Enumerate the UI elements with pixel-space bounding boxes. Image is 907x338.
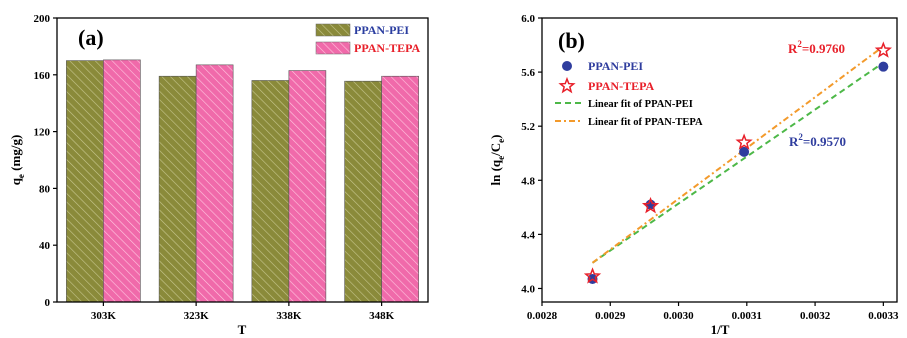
x-tick-label: 348K [369, 310, 395, 322]
plot-frame [541, 17, 898, 303]
y-tick-label: 200 [34, 13, 51, 25]
fit-line-linear-fit-of-ppan-pei [591, 61, 884, 264]
y-tick-label: 120 [34, 127, 51, 139]
y-axis-label: qe (mg/g) [8, 135, 26, 186]
x-axis-label: 1/T [711, 322, 730, 337]
legend-label-pei-fit: Linear fit of PPAN-PEI [588, 99, 693, 110]
y-tick-label: 160 [34, 70, 51, 82]
bar-ppan-pei-348k [344, 80, 382, 303]
legend-marker-star [558, 76, 576, 94]
y-axis-label-main: q [8, 177, 23, 185]
legend-label-tepa-fit: Linear fit of PPAN-TEPA [588, 117, 703, 128]
legend-swatch-ppan-tepa [315, 41, 351, 55]
bar-ppan-pei-338k [251, 80, 290, 303]
x-tick-label: 0.0032 [800, 310, 831, 322]
y-tick-label: 4.0 [521, 283, 535, 295]
y-tick-label: 5.2 [521, 121, 535, 133]
r2-tepa-sup: 2 [797, 39, 802, 49]
y-tick-label: 40 [39, 240, 51, 252]
r2-pei-main: R [789, 134, 799, 149]
y-axis-ticks: 4.0 4.4 4.8 5.2 5.6 6.0 [521, 13, 542, 295]
x-tick-label: 0.0031 [732, 310, 762, 322]
point-ppan-pei [739, 146, 750, 157]
x-axis-ticks: 0.0028 0.0029 0.0030 0.0031 0.0032 0.0033 [527, 302, 899, 322]
y-tick-label: 4.8 [521, 175, 535, 187]
fit-lines [591, 45, 884, 264]
point-ppan-tepa [583, 267, 602, 284]
x-tick-label: 338K [276, 310, 302, 322]
y-tick-label: 80 [39, 183, 51, 195]
y-axis-label-part1: ln (q [488, 159, 503, 185]
panel-label: (a) [78, 25, 104, 50]
bar-ppan-tepa-303k [103, 59, 141, 303]
bars [66, 59, 419, 303]
y-axis-label-part2: /C [488, 143, 503, 157]
bar-ppan-tepa-348k [381, 75, 419, 303]
r2-tepa-main: R [788, 41, 798, 56]
y-axis-label: ln (qe/Ce) [488, 135, 506, 186]
bar-ppan-tepa-338k [288, 70, 327, 303]
scatter-chart-panel: 4.04.44.85.25.66.0 0.0028 0.0029 0.0030 0.0… [488, 13, 899, 337]
legend-swatch-ppan-pei [315, 23, 351, 37]
r-squared-tepa: R2=0.9760 [788, 39, 845, 56]
legend-label-ppan-pei: PPAN-PEI [588, 59, 643, 73]
y-axis-label-part3: ) [488, 135, 503, 139]
legend: PPAN-PEI PPAN-TEPA [315, 23, 421, 55]
point-ppan-tepa [641, 196, 660, 214]
fit-line-linear-fit-of-ppan-tepa [591, 45, 884, 264]
x-tick-label: 323K [184, 310, 210, 322]
y-axis-label-unit: (mg/g) [8, 135, 23, 174]
y-tick-label: 5.6 [521, 67, 535, 79]
legend-label-ppan-tepa: PPAN-TEPA [588, 79, 655, 93]
y-axis-label-sub2: e [496, 139, 506, 143]
plot-frame [56, 17, 429, 303]
bar-ppan-tepa-323k [195, 64, 234, 303]
y-axis-ticks: 0 40 80 120 160 200 [34, 13, 57, 309]
r2-pei-sup: 2 [798, 132, 803, 142]
data-points [583, 41, 892, 285]
y-tick-label: 4.4 [521, 229, 535, 241]
r-squared-pei: R2=0.9570 [789, 132, 846, 149]
bar-chart-panel: 0 40 80 120 160 200 303K 323K 338K 348K (a) PPAN… [8, 13, 429, 337]
legend-label-ppan-tepa: PPAN-TEPA [354, 41, 421, 55]
legend: PPAN-PEI PPAN-TEPA Linear fit of PPAN-PE… [555, 59, 703, 128]
legend-marker-circle [562, 61, 572, 71]
x-axis-label: T [238, 322, 247, 337]
x-tick-label: 0.0029 [595, 310, 626, 322]
point-ppan-tepa [735, 133, 753, 150]
bar-ppan-pei-323k [158, 75, 197, 303]
x-tick-label: 0.0028 [527, 310, 558, 322]
point-ppan-pei [878, 61, 889, 72]
panel-label: (b) [558, 28, 585, 53]
legend-label-ppan-pei: PPAN-PEI [354, 23, 409, 37]
point-ppan-tepa [874, 41, 892, 58]
y-axis-label-sub1: e [496, 156, 506, 160]
r2-tepa-value: =0.9760 [802, 41, 845, 56]
r2-pei-value: =0.9570 [803, 134, 846, 149]
x-tick-label: 0.0033 [868, 310, 899, 322]
y-tick-label: 0 [45, 297, 51, 309]
x-axis-ticks: 303K 323K 338K 348K [91, 302, 395, 322]
y-axis-label-sub: e [16, 174, 26, 178]
x-tick-label: 303K [91, 310, 117, 322]
x-tick-label: 0.0030 [663, 310, 694, 322]
bar-ppan-pei-303k [66, 60, 104, 303]
y-tick-label: 6.0 [521, 13, 535, 25]
